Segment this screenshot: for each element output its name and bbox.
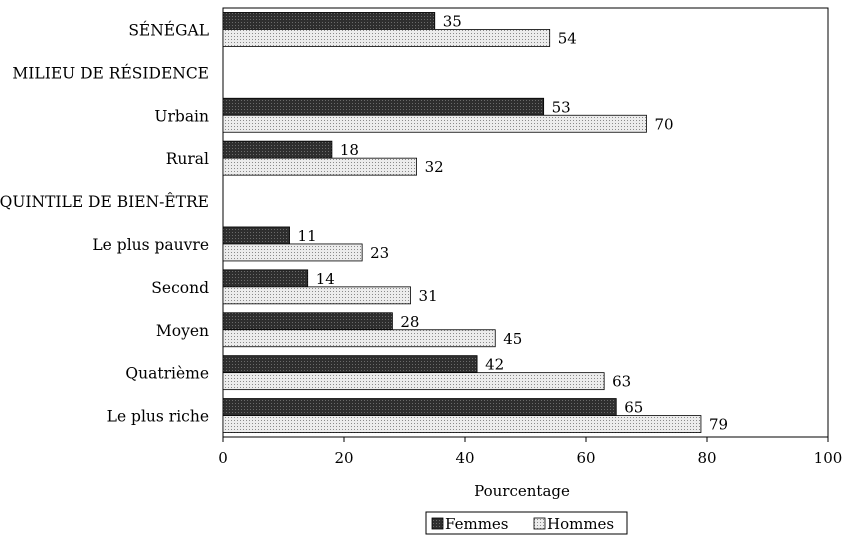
x-tick-label-0: 0 (218, 449, 228, 467)
legend-box (425, 511, 628, 535)
x-tick-label-60: 60 (576, 449, 595, 467)
bar-femmes-le-plus-riche (222, 398, 617, 416)
x-axis: 0 20 40 60 80 100 (218, 437, 842, 467)
bar-hommes-quatrieme (222, 372, 605, 391)
legend-label-femmes: Femmes (445, 515, 509, 533)
category-label-rural: Rural (166, 150, 209, 168)
category-labels: SÉNÉGAL MILIEU DE RÉSIDENCE Urbain Rural QUI… (0, 21, 209, 425)
x-axis-title: Pourcentage (474, 482, 570, 500)
category-label-second: Second (151, 279, 209, 297)
x-tick-label-80: 80 (697, 449, 716, 467)
bar-hommes-moyen (222, 329, 496, 348)
category-label-le-plus-pauvre: Le plus pauvre (92, 236, 209, 254)
bar-hommes-le-plus-pauvre (222, 243, 363, 262)
bar-hommes-rural (222, 157, 418, 176)
value-label-femmes-rural: 18 (340, 141, 359, 159)
bar-femmes-second (222, 269, 309, 288)
bar-hommes-senegal (222, 29, 551, 47)
x-tick-label-40: 40 (455, 449, 474, 467)
value-label-hommes-moyen: 45 (503, 330, 522, 348)
bar-femmes-moyen (222, 312, 393, 331)
bar-femmes-rural (222, 140, 333, 159)
value-label-hommes-second: 31 (419, 287, 438, 305)
category-label-quatrieme: Quatrième (125, 365, 209, 383)
legend: Femmes Hommes (425, 511, 628, 535)
category-label-senegal: SÉNÉGAL (128, 21, 209, 39)
value-label-femmes-le-plus-pauvre: 11 (298, 227, 317, 245)
bar-femmes-urbain (222, 97, 545, 116)
bar-femmes-senegal (222, 12, 436, 30)
value-label-femmes-urbain: 53 (552, 98, 571, 116)
bar-hommes-second (222, 286, 411, 305)
category-label-urbain: Urbain (154, 107, 209, 125)
value-label-femmes-senegal: 35 (443, 12, 462, 30)
plot-frame (222, 7, 829, 438)
bar-hommes-le-plus-riche (222, 415, 702, 433)
value-label-femmes-moyen: 28 (400, 313, 419, 331)
value-label-femmes-quatrieme: 42 (485, 356, 504, 374)
x-tick-label-100: 100 (814, 449, 843, 467)
value-label-hommes-le-plus-riche: 79 (709, 416, 728, 434)
value-label-femmes-second: 14 (316, 270, 335, 288)
category-label-le-plus-riche: Le plus riche (107, 408, 209, 426)
bar-femmes-le-plus-pauvre (222, 226, 290, 245)
legend-swatch-hommes (533, 517, 546, 530)
x-tick-label-20: 20 (334, 449, 353, 467)
value-label-hommes-rural: 32 (425, 158, 444, 176)
group-header-quintile-de-bien-etre: QUINTILE DE BIEN-ÊTRE (0, 193, 209, 211)
bar-femmes-quatrieme (222, 355, 478, 374)
value-label-hommes-quatrieme: 63 (612, 373, 631, 391)
category-label-moyen: Moyen (156, 322, 209, 340)
value-label-hommes-urbain: 70 (655, 115, 674, 133)
value-label-hommes-le-plus-pauvre: 23 (370, 244, 389, 262)
group-header-milieu-de-residence: MILIEU DE RÉSIDENCE (12, 64, 209, 82)
legend-swatch-femmes (431, 517, 444, 530)
legend-label-hommes: Hommes (547, 515, 614, 533)
value-label-femmes-le-plus-riche: 65 (624, 399, 643, 417)
bar-hommes-urbain (222, 114, 647, 133)
value-label-hommes-senegal: 54 (558, 29, 577, 47)
